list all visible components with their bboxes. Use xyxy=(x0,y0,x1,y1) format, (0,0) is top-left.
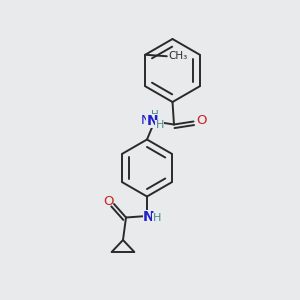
Text: O: O xyxy=(196,114,206,127)
Text: H: H xyxy=(155,120,164,130)
Text: N: N xyxy=(143,210,154,224)
Text: H: H xyxy=(151,110,159,120)
Text: N: N xyxy=(146,114,158,128)
Text: CH₃: CH₃ xyxy=(168,51,187,61)
Text: O: O xyxy=(103,195,114,208)
Text: H: H xyxy=(152,213,161,224)
Text: N: N xyxy=(141,114,151,127)
